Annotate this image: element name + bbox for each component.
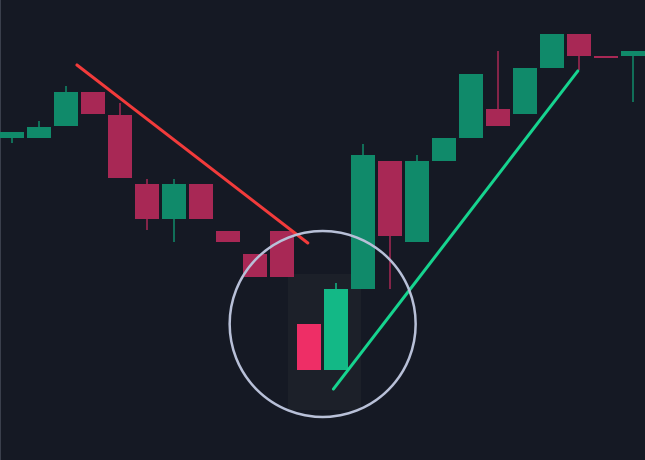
candle-body-bearish: [243, 254, 267, 277]
candle-body-bullish: [324, 289, 348, 370]
candle-body-bearish: [216, 231, 240, 242]
overlays-group: [75, 63, 580, 419]
candle-body-bullish: [459, 74, 483, 138]
downtrend-line: [75, 63, 310, 245]
candle-body-bullish: [513, 68, 537, 114]
candle-body-bearish: [81, 92, 105, 114]
uptrend-line: [331, 69, 580, 391]
candle-body-bearish: [567, 34, 591, 56]
candle-body-bearish: [486, 109, 510, 126]
candle-body-bullish: [162, 184, 186, 219]
candle-body-bullish: [540, 34, 564, 68]
candle-body-bullish: [27, 127, 51, 138]
candle-body-bearish: [297, 324, 321, 370]
candle-body-bearish: [270, 231, 294, 277]
candle-body-bullish: [621, 51, 645, 56]
left-border: [0, 0, 1, 460]
candle-body-bearish: [135, 184, 159, 219]
candle-body-bearish: [108, 115, 132, 178]
candles-group: [0, 34, 645, 370]
candle-body-bullish: [0, 132, 24, 138]
candle-body-bearish: [189, 184, 213, 219]
highlight-circle: [228, 229, 417, 419]
candle-body-bullish: [432, 138, 456, 161]
candle-body-bullish: [351, 155, 375, 289]
candle-body-bearish: [378, 161, 402, 236]
candle-body-bullish: [405, 161, 429, 242]
candle-body-bearish: [594, 56, 618, 58]
candle-body-bullish: [54, 92, 78, 126]
